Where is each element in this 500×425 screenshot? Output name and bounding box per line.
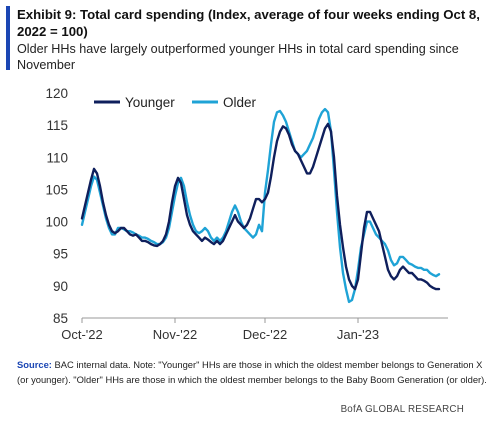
legend-label-younger: Younger	[125, 95, 175, 110]
chart-subtitle: Older HHs have largely outperformed youn…	[17, 42, 459, 72]
y-tick-label: 105	[45, 182, 68, 197]
source-label: Source:	[17, 359, 52, 370]
accent-bar	[6, 6, 10, 70]
y-tick-label: 100	[45, 215, 68, 230]
series-line-younger	[80, 122, 441, 291]
source-text: BAC internal data. Note: "Younger" HHs a…	[17, 359, 487, 385]
legend-label-older: Older	[223, 95, 257, 110]
x-tick-label: Nov-'22	[153, 327, 197, 342]
chart-title: Exhibit 9: Total card spending (Index, a…	[17, 7, 480, 39]
series-line-older	[80, 107, 441, 304]
x-tick-label: Dec-'22	[243, 327, 287, 342]
research-credit: BofA GLOBAL RESEARCH	[340, 404, 464, 415]
x-tick-label: Oct-'22	[61, 327, 103, 342]
source-note: Source: BAC internal data. Note: "Younge…	[17, 357, 487, 387]
y-tick-label: 95	[53, 247, 68, 262]
y-tick-label: 90	[53, 279, 68, 294]
y-tick-label: 85	[53, 311, 68, 326]
y-tick-label: 110	[46, 150, 68, 165]
x-tick-label: Jan-'23	[337, 327, 379, 342]
y-tick-label: 115	[46, 118, 68, 133]
y-tick-label: 120	[45, 86, 68, 101]
